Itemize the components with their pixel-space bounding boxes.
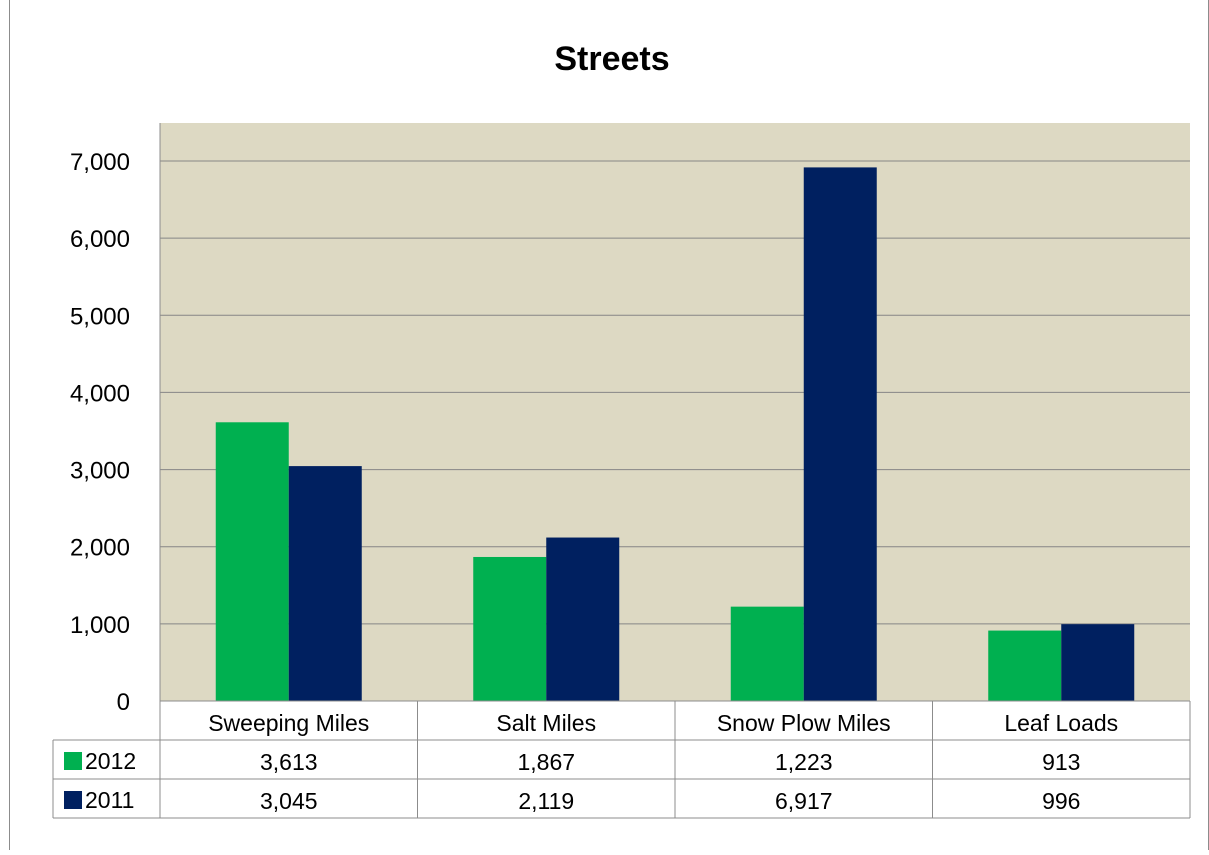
bar-2011-sweeping-miles [288,466,362,701]
y-tick-label: 7,000 [70,149,130,176]
legend-label: 2011 [85,787,134,813]
category-label: Salt Miles [496,710,596,736]
data-table-value: 6,917 [775,788,833,814]
bar-2012-snow-plow-miles [730,606,804,701]
y-tick-label: 4,000 [70,380,130,407]
category-label: Snow Plow Miles [717,710,891,736]
y-tick-label: 3,000 [70,458,130,485]
y-tick-label: 0 [117,689,130,716]
y-tick-label: 6,000 [70,226,130,253]
bars [215,167,1135,702]
bar-2012-sweeping-miles [215,422,289,701]
data-table-value: 913 [1042,749,1080,775]
category-label: Sweeping Miles [208,710,369,736]
data-table-value: 996 [1042,788,1080,814]
bar-2011-leaf-loads [1061,624,1135,701]
data-table: Sweeping Miles Salt Miles Snow Plow Miles L… [52,700,1191,819]
chart-title: Streets [554,40,669,78]
data-table-value: 3,045 [260,788,318,814]
y-axis-tick-labels: 0 1,000 2,000 3,000 4,000 5,000 6,000 7,000 [70,149,130,716]
bar-2012-leaf-loads [988,630,1062,701]
y-tick-label: 1,000 [70,612,130,639]
data-table-value: 3,613 [260,749,318,775]
category-label: Leaf Loads [1004,710,1118,736]
y-tick-label: 5,000 [70,303,130,330]
bar-2012-salt-miles [473,556,547,701]
legend-label: 2012 [85,748,136,774]
y-tick-label: 2,000 [70,535,130,562]
legend-key-2011 [64,791,82,809]
bar-2011-snow-plow-miles [803,167,877,702]
legend-key-2012 [64,752,82,770]
data-table-value: 1,223 [775,749,833,775]
bar-2011-salt-miles [546,537,620,701]
data-table-value: 2,119 [518,788,574,814]
data-table-value: 1,867 [517,749,575,775]
